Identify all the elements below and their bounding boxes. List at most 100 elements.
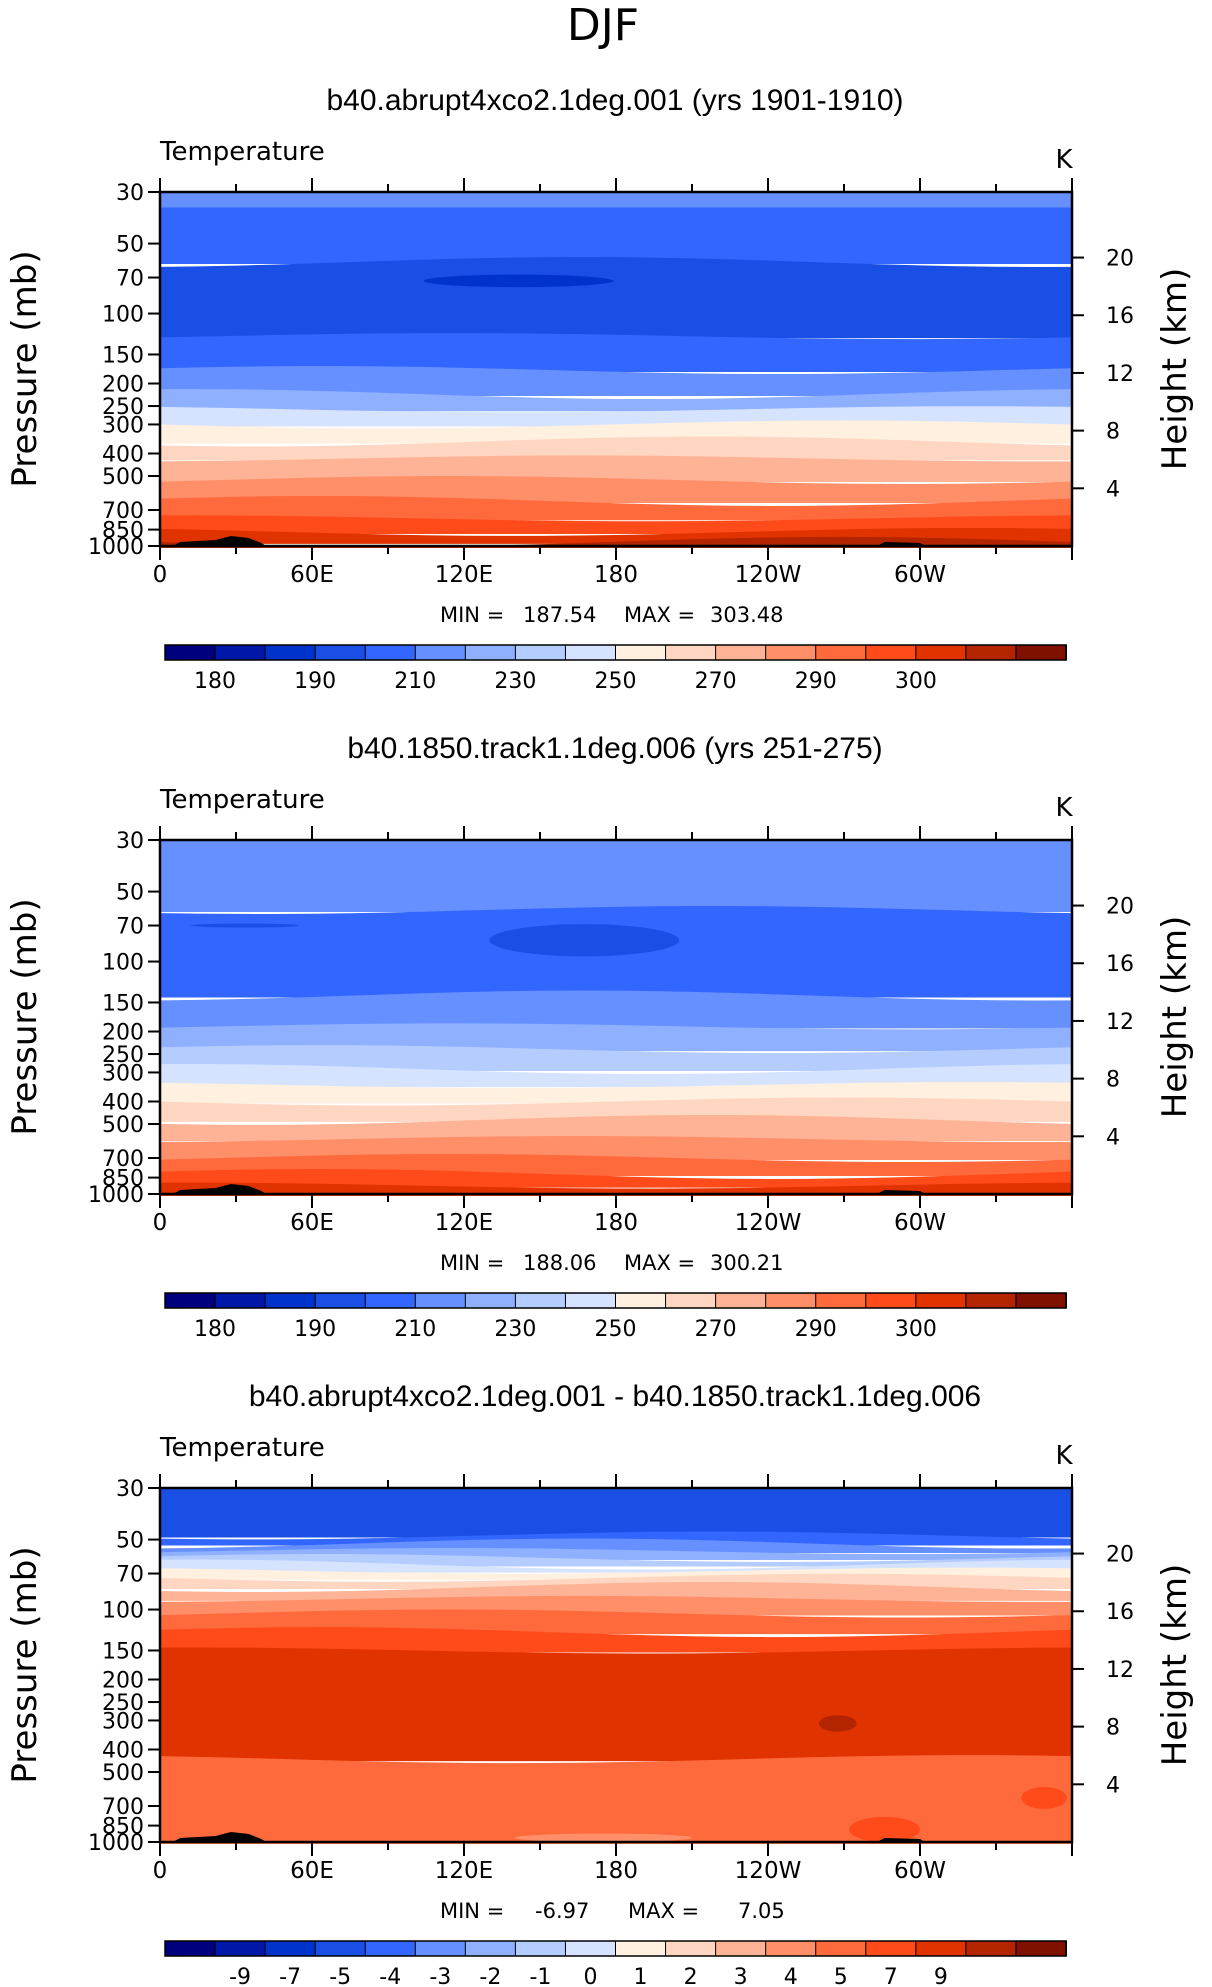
colorbar-label: -1 bbox=[529, 1965, 551, 1987]
min-label: MIN = bbox=[440, 1899, 504, 1923]
colorbar-label: 190 bbox=[294, 669, 336, 694]
contour-band bbox=[160, 192, 1072, 210]
colorbar-swatch bbox=[264, 1292, 317, 1309]
pressure-tick-label: 100 bbox=[102, 951, 144, 976]
contour-band bbox=[160, 366, 1072, 397]
pressure-tick-label: 200 bbox=[102, 1669, 144, 1694]
pressure-tick-label: 250 bbox=[102, 395, 144, 420]
colorbar-swatch bbox=[865, 1292, 917, 1309]
y-axis-label: Pressure (mb) bbox=[5, 1546, 45, 1783]
colorbar-frame bbox=[164, 644, 1067, 661]
contour-band bbox=[160, 256, 1072, 339]
pressure-tick-label: 200 bbox=[102, 1021, 144, 1046]
contour-band bbox=[160, 1168, 1072, 1188]
contour-band bbox=[160, 333, 1072, 373]
colorbar-swatch bbox=[865, 644, 917, 661]
colorbar-swatch bbox=[715, 1292, 767, 1309]
contour-band bbox=[160, 495, 1072, 521]
pressure-tick-label: 250 bbox=[102, 1691, 144, 1716]
colorbar-label: -3 bbox=[429, 1965, 451, 1987]
contour-fill bbox=[160, 1488, 1072, 1844]
panel-difference: b40.abrupt4xco2.1deg.001 - b40.1850.trac… bbox=[5, 1380, 1195, 1987]
pressure-tick-label: 300 bbox=[102, 1061, 144, 1086]
y-axis-label: Pressure (mb) bbox=[5, 250, 45, 487]
contour-band bbox=[160, 420, 1072, 444]
variable-label: Temperature bbox=[159, 785, 325, 815]
contour-band bbox=[160, 1627, 1072, 1653]
colorbar-swatch bbox=[514, 1940, 567, 1957]
contour-band bbox=[160, 1553, 1072, 1567]
pressure-tick-label: 850 bbox=[102, 1167, 144, 1192]
height-tick-label: 20 bbox=[1106, 895, 1134, 920]
pressure-tick-label: 400 bbox=[102, 1738, 144, 1763]
height-tick-label: 4 bbox=[1106, 1125, 1120, 1150]
contour-fill bbox=[160, 192, 1072, 548]
contour-feature bbox=[1021, 1787, 1067, 1809]
contour-band bbox=[160, 436, 1072, 461]
contour-band bbox=[160, 1136, 1072, 1160]
x-tick-label: 120E bbox=[435, 1210, 493, 1236]
colorbar-swatch bbox=[915, 644, 967, 661]
pressure-tick-label: 850 bbox=[102, 519, 144, 544]
contour-band bbox=[160, 455, 1072, 482]
colorbar-swatch bbox=[364, 1940, 417, 1957]
colorbar-swatch bbox=[164, 644, 217, 661]
min-label: MIN = bbox=[440, 603, 504, 627]
colorbar-swatch bbox=[765, 644, 817, 661]
min-value: 187.54 bbox=[523, 603, 596, 627]
height-tick-label: 4 bbox=[1106, 1773, 1120, 1798]
colorbar-label: 300 bbox=[895, 1317, 937, 1342]
colorbar-swatch bbox=[615, 644, 667, 661]
max-label: MAX = bbox=[628, 1899, 699, 1923]
x-tick-label: 0 bbox=[153, 562, 168, 588]
colorbar-swatch bbox=[765, 1292, 817, 1309]
colorbar-swatch bbox=[615, 1940, 667, 1957]
pressure-tick-label: 150 bbox=[102, 343, 144, 368]
max-label: MAX = bbox=[624, 1251, 695, 1275]
colorbar-swatch bbox=[715, 1940, 767, 1957]
x-tick-label: 60W bbox=[894, 562, 946, 588]
pressure-tick-label: 70 bbox=[116, 267, 144, 292]
colorbar-swatch bbox=[815, 1940, 867, 1957]
x-tick-label: 60E bbox=[290, 562, 334, 588]
contour-feature bbox=[190, 923, 300, 928]
units-label: K bbox=[1055, 1441, 1073, 1471]
colorbar-label: -2 bbox=[479, 1965, 501, 1987]
panel-track1: b40.1850.track1.1deg.006 (yrs 251-275) T… bbox=[5, 732, 1195, 1342]
colorbar: 180 190 210 230 250 270 290 300 bbox=[164, 644, 1068, 694]
pressure-tick-label: 50 bbox=[116, 1529, 144, 1554]
max-value: 7.05 bbox=[738, 1899, 785, 1923]
colorbar-swatch bbox=[264, 1940, 317, 1957]
contour-band bbox=[160, 1582, 1072, 1601]
colorbar-label: 180 bbox=[194, 669, 236, 694]
colorbar-swatch bbox=[564, 644, 617, 661]
colorbar-swatch bbox=[715, 644, 767, 661]
y2-axis-label: Height (km) bbox=[1155, 268, 1195, 471]
pressure-tick-label: 700 bbox=[102, 1147, 144, 1172]
pressure-tick-label: 150 bbox=[102, 991, 144, 1016]
colorbar-swatch bbox=[414, 1292, 467, 1309]
x-tick-label: 60E bbox=[290, 1210, 334, 1236]
contour-band bbox=[160, 1064, 1072, 1088]
contour-feature bbox=[514, 1833, 692, 1842]
contour-band bbox=[160, 476, 1072, 503]
colorbar-swatch bbox=[264, 644, 317, 661]
x-tick-label: 180 bbox=[594, 1210, 638, 1236]
colorbar-label: 0 bbox=[583, 1965, 597, 1987]
colorbar-label: -9 bbox=[229, 1965, 251, 1987]
colorbar-label: 190 bbox=[294, 1317, 336, 1342]
colorbar-swatch bbox=[965, 1940, 1017, 1957]
colorbar-swatch bbox=[464, 1940, 517, 1957]
colorbar-swatch bbox=[815, 1292, 867, 1309]
colorbar-swatch bbox=[364, 1292, 417, 1309]
colorbar-swatch bbox=[364, 644, 417, 661]
height-tick-label: 8 bbox=[1106, 1716, 1120, 1741]
pressure-tick-label: 400 bbox=[102, 1090, 144, 1115]
pressure-tick-label: 30 bbox=[116, 181, 144, 206]
colorbar-label: 2 bbox=[684, 1965, 698, 1987]
x-tick-label: 60W bbox=[894, 1210, 946, 1236]
x-tick-label: 120W bbox=[735, 1210, 802, 1236]
